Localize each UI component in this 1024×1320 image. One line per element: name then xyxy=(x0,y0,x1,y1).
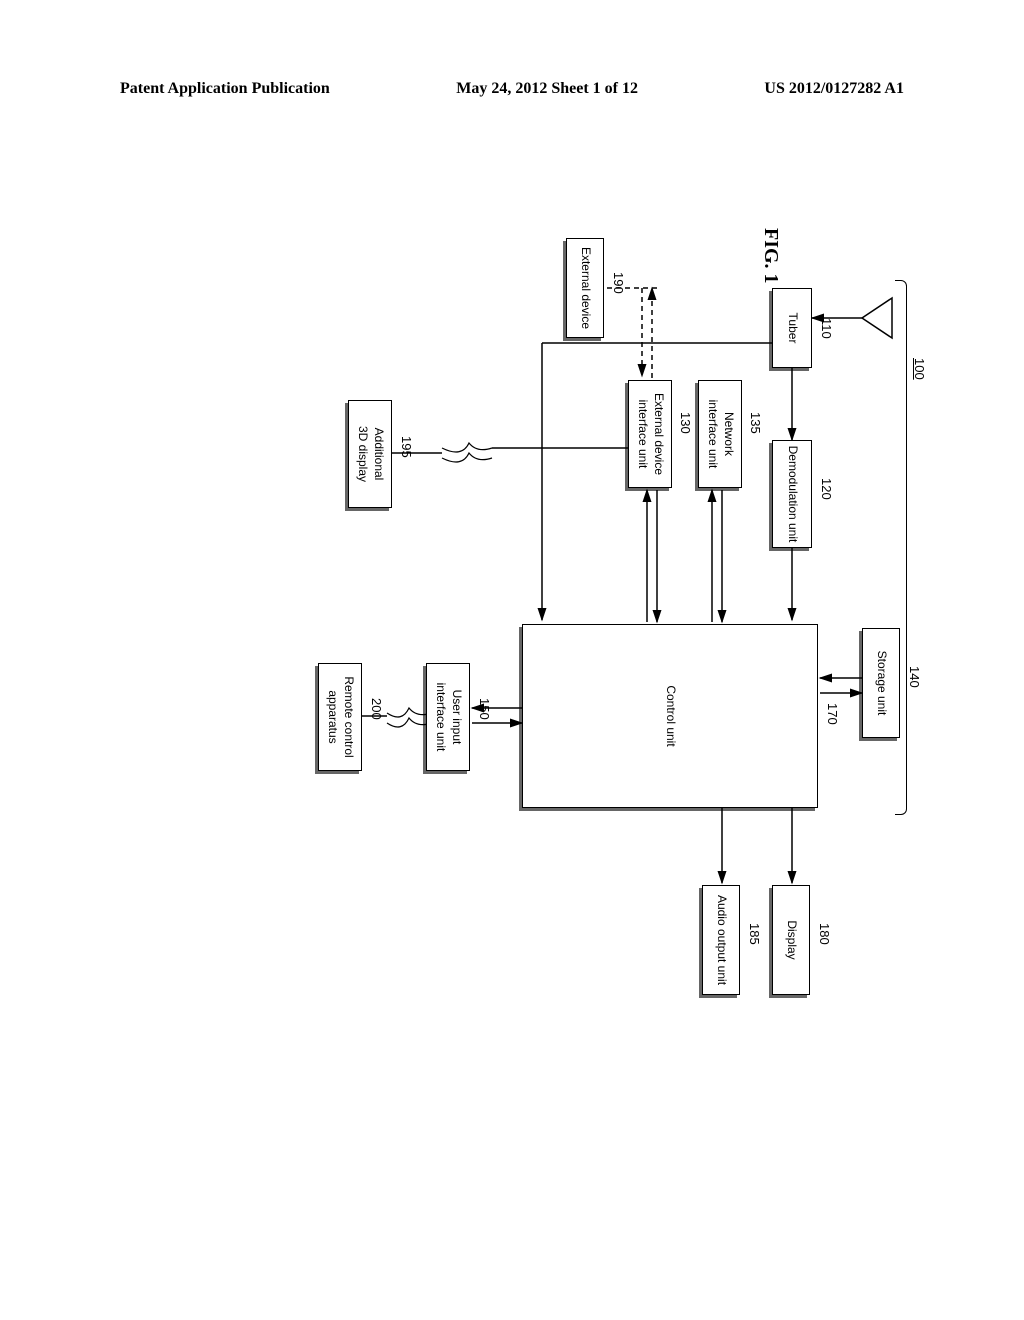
tuner-block: Tuber xyxy=(772,288,812,368)
figure-1-diagram: FIG. 1 xyxy=(62,168,962,1192)
extdev-block: External device xyxy=(566,238,604,338)
network-label: Network interface unit xyxy=(704,400,735,469)
extdev-if-label: External device interface unit xyxy=(634,393,665,475)
extdev-label: External device xyxy=(577,247,593,329)
display-ref: 180 xyxy=(817,923,832,945)
audio-label: Audio output unit xyxy=(713,895,729,985)
extdev-if-ref: 130 xyxy=(678,412,693,434)
control-label: Control unit xyxy=(662,685,678,746)
userinput-label: User input interface unit xyxy=(432,683,463,752)
control-block: Control unit xyxy=(522,624,818,808)
bracket-100 xyxy=(895,280,907,815)
storage-label: Storage unit xyxy=(873,651,889,716)
header-left: Patent Application Publication xyxy=(120,80,330,98)
remote-label: Remote control apparatus xyxy=(324,676,355,757)
audio-ref: 185 xyxy=(747,923,762,945)
add3d-label: Additional 3D display xyxy=(354,426,385,482)
remote-block: Remote control apparatus xyxy=(318,663,362,771)
display-label: Display xyxy=(783,920,799,959)
extdev-ref: 190 xyxy=(611,272,626,294)
figure-label: FIG. 1 xyxy=(759,228,782,284)
display-block: Display xyxy=(772,885,810,995)
demod-label: Demodulation unit xyxy=(784,446,800,543)
userinput-ref: 150 xyxy=(477,698,492,720)
extdev-if-block: External device interface unit xyxy=(628,380,672,488)
header-right: US 2012/0127282 A1 xyxy=(764,80,904,98)
add3d-block: Additional 3D display xyxy=(348,400,392,508)
network-block: Network interface unit xyxy=(698,380,742,488)
remote-ref: 200 xyxy=(369,698,384,720)
userinput-block: User input interface unit xyxy=(426,663,470,771)
audio-block: Audio output unit xyxy=(702,885,740,995)
network-ref: 135 xyxy=(748,412,763,434)
tuner-ref: 110 xyxy=(819,318,834,339)
add3d-ref: 195 xyxy=(399,436,414,458)
control-ref: 170 xyxy=(825,703,840,725)
tuner-label: Tuber xyxy=(784,313,800,344)
storage-ref: 140 xyxy=(907,666,922,688)
header-center: May 24, 2012 Sheet 1 of 12 xyxy=(456,80,638,98)
ref-100: 100 xyxy=(912,358,927,380)
demod-block: Demodulation unit xyxy=(772,440,812,548)
demod-ref: 120 xyxy=(819,478,834,500)
